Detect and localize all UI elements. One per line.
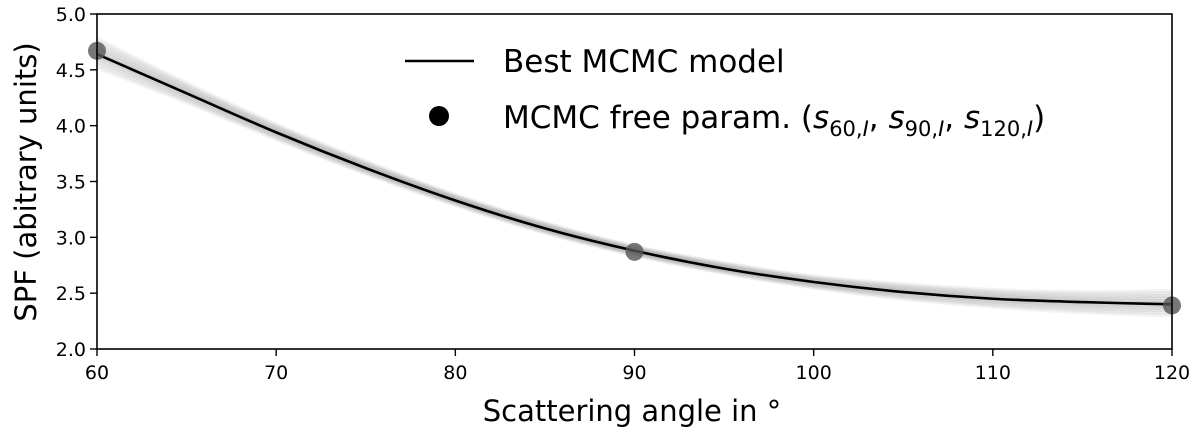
y-tick-label-3.5: 3.5 bbox=[56, 172, 86, 194]
x-tick-label-80: 80 bbox=[443, 362, 467, 384]
legend-sub60-i: I bbox=[863, 117, 869, 141]
x-axis-label: Scattering angle in ° bbox=[483, 394, 782, 428]
legend-s120: s bbox=[964, 100, 980, 136]
mcmc-sample-curve-5 bbox=[96, 51, 1173, 306]
legend-s90: s bbox=[889, 100, 905, 136]
y-tick-label-3.0: 3.0 bbox=[56, 227, 86, 249]
y-axis-label: SPF (abitrary units) bbox=[9, 42, 43, 321]
mcmc-sample-curve-4 bbox=[96, 54, 1173, 308]
mcmc-sample-band bbox=[96, 36, 1173, 318]
free-param-point-90 bbox=[625, 242, 644, 261]
x-tick-label-100: 100 bbox=[796, 362, 832, 384]
legend-sub120: 120, bbox=[980, 117, 1027, 141]
y-tick-label-2.0: 2.0 bbox=[56, 339, 86, 361]
y-tick-label-5.0: 5.0 bbox=[56, 4, 86, 26]
legend-points-label: MCMC free param. (s60,I, s90,I, s120,I) bbox=[503, 100, 1045, 141]
mcmc-sample-curve-6 bbox=[96, 48, 1173, 303]
legend: Best MCMC model MCMC free param. (s60,I,… bbox=[405, 44, 1045, 141]
legend-line-label: Best MCMC model bbox=[503, 44, 785, 80]
legend-sub90: 90, bbox=[905, 117, 938, 141]
free-parameter-points bbox=[88, 41, 1181, 315]
y-tick-label-2.5: 2.5 bbox=[56, 283, 86, 305]
x-tick-label-90: 90 bbox=[622, 362, 646, 384]
legend-sub60: 60, bbox=[829, 117, 862, 141]
legend-point-swatch bbox=[429, 106, 449, 126]
legend-sub120-i: I bbox=[1027, 117, 1033, 141]
legend-s60: s bbox=[813, 100, 829, 136]
legend-comma-2: , bbox=[944, 100, 964, 136]
legend-prefix: MCMC free param. ( bbox=[503, 100, 813, 136]
x-tick-label-120: 120 bbox=[1154, 362, 1190, 384]
x-tick-label-110: 110 bbox=[975, 362, 1011, 384]
x-tick-label-60: 60 bbox=[85, 362, 109, 384]
y-tick-label-4.0: 4.0 bbox=[56, 116, 86, 138]
x-axis-ticks: 60 70 80 90 100 110 120 bbox=[85, 349, 1190, 384]
legend-close: ) bbox=[1033, 100, 1045, 136]
y-tick-label-4.5: 4.5 bbox=[56, 60, 86, 82]
mcmc-sample-curve-3 bbox=[96, 57, 1173, 311]
best-mcmc-model-line bbox=[96, 53, 1173, 306]
legend-sub90-i: I bbox=[938, 117, 944, 141]
x-tick-label-70: 70 bbox=[264, 362, 288, 384]
y-axis-ticks: 2.0 2.5 3.0 3.5 4.0 4.5 5.0 bbox=[56, 4, 97, 361]
legend-comma-1: , bbox=[869, 100, 889, 136]
